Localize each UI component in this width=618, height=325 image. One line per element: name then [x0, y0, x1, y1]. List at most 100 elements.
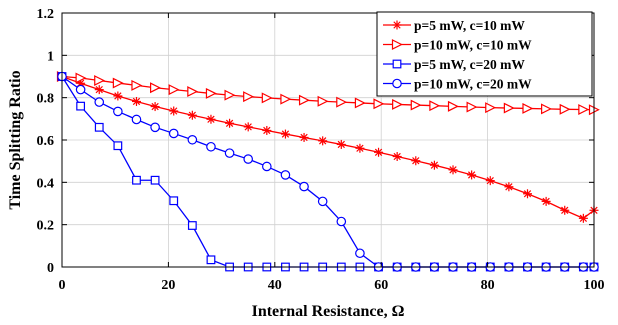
- y-axis-label: Time Splitting Ratio: [7, 70, 24, 209]
- square-marker: [150, 175, 160, 185]
- data-point: [150, 175, 160, 185]
- circle-marker: [206, 141, 216, 152]
- square-marker: [169, 196, 179, 206]
- square-marker: [187, 221, 197, 230]
- data-point: [132, 175, 141, 185]
- x-tick-label: 60: [374, 278, 388, 293]
- data-point: [374, 147, 384, 157]
- data-point: [373, 98, 385, 110]
- star-marker-stroke: [207, 115, 215, 123]
- data-point: [336, 96, 348, 108]
- data-point: [75, 84, 86, 95]
- data-point: [75, 72, 87, 84]
- data-point: [206, 255, 216, 265]
- star-marker-stroke: [225, 119, 234, 127]
- star-marker-stroke: [151, 102, 159, 111]
- triangle-marker: [150, 82, 161, 94]
- triangle-marker: [392, 98, 404, 110]
- data-point: [448, 165, 458, 175]
- square-marker: [94, 122, 104, 132]
- circle-marker: [150, 122, 160, 133]
- star-marker-stroke: [523, 190, 532, 198]
- data-point: [280, 93, 292, 105]
- circle-marker: [243, 154, 253, 164]
- data-point: [224, 148, 235, 158]
- star-marker-stroke: [542, 197, 550, 206]
- legend: p=5 mW, c=10 mW p=10 mW, c=10 mW p=5 mW, c…: [376, 11, 593, 97]
- triangle-marker: [447, 100, 459, 112]
- legend-marker: [392, 78, 402, 89]
- data-point: [243, 122, 253, 132]
- y-tick-label: 0.8: [37, 92, 55, 107]
- circle-marker: [168, 128, 179, 139]
- circle-marker: [187, 134, 198, 145]
- triangle-marker: [224, 89, 236, 101]
- tick-labels: 0 20 40 60 80 100 0 0.2 0.4 0.6 0.8 1 1.2: [37, 7, 605, 293]
- triangle-marker: [243, 91, 255, 103]
- legend-label: p=10 mW, c=20 mW: [414, 77, 532, 92]
- y-tick-label: 0.6: [37, 134, 55, 149]
- triangle-marker: [391, 39, 403, 50]
- data-point: [206, 141, 216, 152]
- data-point: [131, 79, 143, 91]
- star-marker-stroke: [114, 92, 122, 100]
- data-point: [317, 196, 328, 207]
- data-point: [150, 102, 160, 112]
- data-point: [336, 139, 346, 149]
- circle-marker: [336, 216, 347, 227]
- data-point: [504, 182, 514, 192]
- data-point: [225, 118, 235, 128]
- data-point: [280, 170, 291, 180]
- data-point: [318, 136, 328, 146]
- data-point: [150, 122, 160, 133]
- square-marker: [392, 59, 402, 69]
- star-marker-stroke: [374, 148, 383, 156]
- y-tick-label: 1: [47, 49, 54, 64]
- legend-label: p=5 mW, c=20 mW: [414, 57, 525, 72]
- data-point: [355, 143, 365, 153]
- legend-label: p=10 mW, c=10 mW: [414, 38, 532, 53]
- star-marker-stroke: [393, 21, 401, 29]
- data-point: [94, 75, 106, 86]
- legend-label: p=5 mW, c=10 mW: [414, 18, 525, 33]
- y-tick-label: 0: [47, 261, 54, 276]
- data-point: [485, 176, 495, 186]
- x-tick-label: 80: [481, 278, 495, 293]
- data-point: [94, 122, 104, 132]
- data-point: [299, 132, 309, 142]
- legend-marker: [392, 20, 402, 30]
- star-marker-stroke: [356, 144, 364, 152]
- data-point: [578, 104, 590, 115]
- triangle-marker: [559, 103, 571, 115]
- data-point: [355, 248, 365, 259]
- legend-item: p=10 mW, c=10 mW: [383, 38, 532, 53]
- star-marker-stroke: [188, 111, 197, 119]
- data-point: [466, 101, 478, 113]
- circle-marker: [131, 114, 142, 125]
- data-point: [113, 106, 123, 117]
- data-point: [411, 156, 421, 166]
- triangle-marker: [280, 93, 292, 105]
- data-point: [392, 152, 402, 162]
- x-tick-label: 40: [268, 278, 282, 293]
- data-point: [392, 98, 404, 110]
- data-point: [131, 114, 142, 125]
- data-point: [131, 96, 141, 106]
- square-marker: [76, 101, 86, 111]
- y-tick-label: 0.4: [37, 176, 55, 191]
- triangle-marker: [541, 103, 552, 115]
- data-point: [429, 100, 441, 112]
- legend-item: p=10 mW, c=20 mW: [383, 77, 532, 92]
- legend-box: [376, 11, 593, 97]
- circle-marker: [299, 181, 309, 192]
- star-marker-stroke: [170, 107, 178, 115]
- data-point: [168, 128, 179, 139]
- data-point: [298, 94, 310, 106]
- star-marker-stroke: [430, 161, 439, 169]
- y-tick-label: 1.2: [37, 7, 55, 22]
- star-marker-stroke: [486, 176, 494, 185]
- data-point: [336, 216, 347, 227]
- triangle-marker: [336, 96, 348, 108]
- triangle-marker: [503, 102, 515, 114]
